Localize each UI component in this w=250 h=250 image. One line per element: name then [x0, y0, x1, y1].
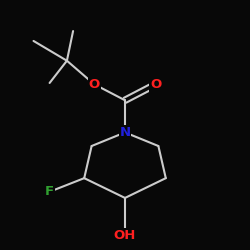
- Text: O: O: [150, 78, 162, 91]
- Text: F: F: [45, 185, 54, 198]
- Text: OH: OH: [114, 228, 136, 241]
- Text: O: O: [88, 78, 100, 91]
- Text: N: N: [120, 126, 130, 139]
